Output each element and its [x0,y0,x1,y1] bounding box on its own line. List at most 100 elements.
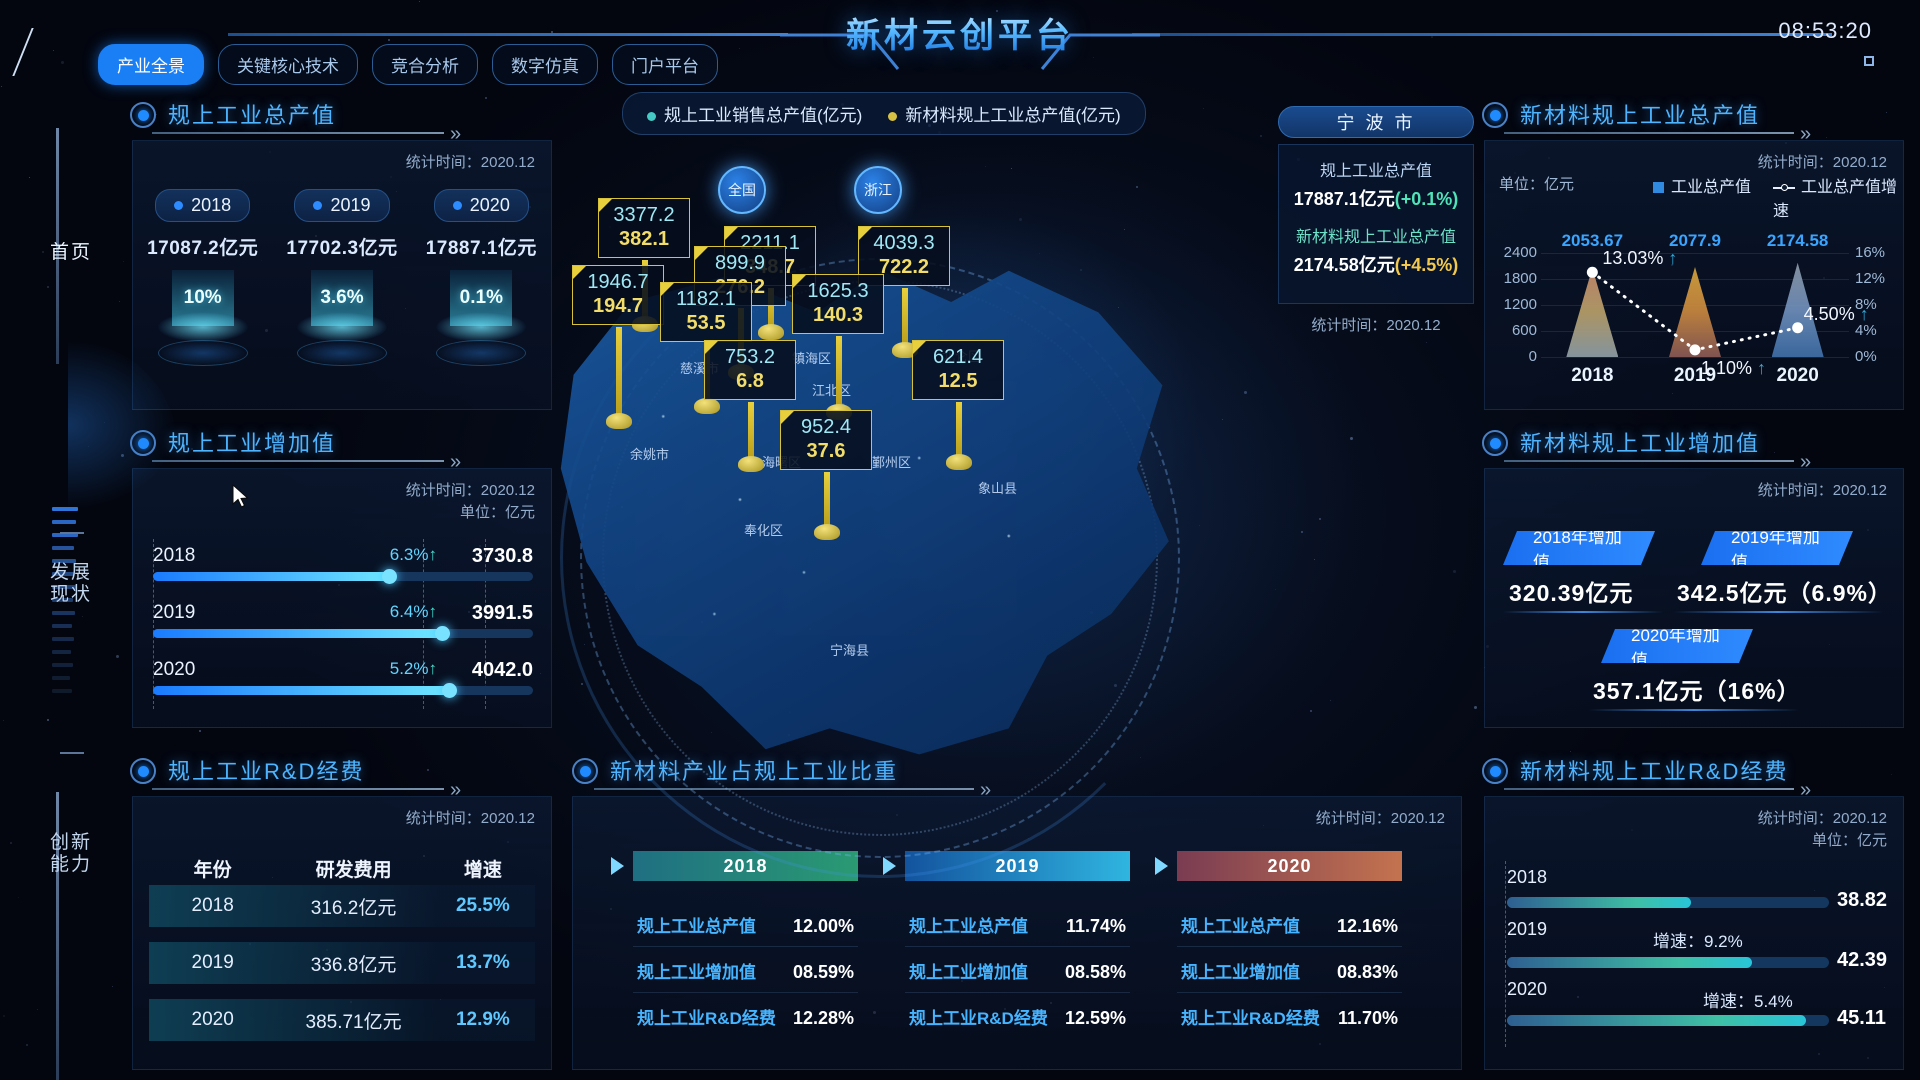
map-marker-label[interactable]: 1182.1 53.5 [660,282,752,342]
rd-bar-value-2020: 45.11 [1837,1007,1886,1030]
slider-growth: 6.4%↑ [390,602,437,622]
marker-value-sales: 952.4 [793,415,859,439]
cell-year: 2020 [149,1009,276,1031]
main-tabs[interactable]: 产业全景 关键核心技术 竞合分析 数字仿真 门户平台 [98,44,718,85]
tab-industry-overview[interactable]: 产业全景 [98,44,204,85]
col-year: 年份 [149,855,276,882]
globe-button-national[interactable]: 全国 [718,166,766,214]
marker-value-newmaterial: 53.5 [673,311,739,335]
clock: 08:53:20 [1778,18,1872,44]
value-2020-added: 357.1亿元（16%） [1593,672,1801,706]
legend-item-sales-output: 规上工业销售总产值(亿元) [647,101,862,126]
tab-digital-simulation[interactable]: 数字仿真 [492,44,598,85]
marker-value-newmaterial: 382.1 [611,227,677,251]
section-rule [1504,460,1794,462]
section-rule [152,132,444,134]
rail-item-development-status[interactable]: 发展现状 [48,562,94,606]
marker-value-sales: 753.2 [717,345,783,369]
slider-knob[interactable] [382,569,397,584]
cell-cost: 336.8亿元 [276,950,430,977]
map-marker-dome [814,524,840,540]
year-value: 17702.3亿元 [282,233,402,260]
marker-value-sales: 1946.7 [585,270,651,294]
year-pill: 2018 [155,189,250,222]
rail-item-home[interactable]: 首页 [48,242,94,264]
marker-value-newmaterial: 12.5 [925,369,991,393]
slider-fill [153,686,449,695]
value-2019-added: 342.5亿元（6.9%） [1677,574,1892,608]
section-title-nm-rd: 新材料规上工业R&D经费 [1520,754,1788,786]
chip-2019-added[interactable]: 2019年增加值 [1701,531,1853,565]
chart-growth-label: 1.10% ↑ [1701,358,1766,379]
marker-value-sales: 1625.3 [805,279,871,303]
slider-growth: 5.2%↑ [390,659,437,679]
bullet-icon [1482,102,1508,128]
map-marker-label[interactable]: 952.4 37.6 [780,410,872,470]
ningbo-nm-value: 2174.58亿元(+4.5%) [1287,251,1465,277]
map-marker-dome [738,456,764,472]
map-marker-dome [758,324,784,340]
chart-growth-label: 13.03% ↑ [1602,248,1677,269]
gross-output-year-2018[interactable]: 2018 17087.2亿元 10% [143,189,263,366]
underline-decoration [1673,611,1883,613]
chip-2020-added[interactable]: 2020年增加值 [1601,629,1753,663]
rd-bar-fill [1507,897,1691,908]
left-nav-rail[interactable]: 首页 发展现状 创新能力 [0,92,100,1080]
app-title: 新材云创平台 [846,8,1074,57]
tab-competition-analysis[interactable]: 竞合分析 [372,44,478,85]
map-city-name: 江北区 [812,380,851,399]
window-control-icon[interactable] [1864,56,1874,66]
section-rule [1504,132,1794,134]
chart-legend-output[interactable]: 工业总产值 [1653,173,1751,197]
marker-value-newmaterial: 6.8 [717,369,783,393]
tab-key-core-tech[interactable]: 关键核心技术 [218,44,358,85]
map-marker-pin [824,472,830,528]
nm-gross-chart-body: 2400 16% 1800 12% 1200 8% 600 4% 0 0% 2053.67 2018 2… [1485,201,1905,401]
section-rule [1504,788,1794,790]
marker-value-sales: 899.9 [707,251,773,275]
map-marker-label[interactable]: 1946.7 194.7 [572,265,664,325]
arrow-up-icon: ↑ [1757,358,1766,378]
section-rule [152,788,444,790]
podium-base [158,340,248,366]
rd-bar-fill [1507,1015,1806,1026]
rd-bar-value-2019: 42.39 [1837,949,1887,972]
cell-year: 2019 [149,952,276,974]
bullet-icon [130,102,156,128]
rd-bar-year-2020: 2020 [1507,979,1547,1000]
bullet-icon [1482,758,1508,784]
marker-value-sales: 621.4 [925,345,991,369]
ningbo-stat-time: 统计时间：2020.12 [1278,314,1474,335]
slider-knob[interactable] [435,626,450,641]
dashboard-stage: 新材云创平台 产业全景 关键核心技术 竞合分析 数字仿真 门户平台 08:53:… [0,0,1920,1080]
section-title-gross-output: 规上工业总产值 [168,98,336,130]
map-city-name: 象山县 [978,478,1017,497]
nm-added-stat-time: 统计时间：2020.12 [1758,479,1887,500]
legend-item-newmaterial-output: 新材料规上工业总产值(亿元) [888,101,1120,126]
slider-fill [153,572,389,581]
app-header: 新材云创平台 产业全景 关键核心技术 竞合分析 数字仿真 门户平台 08:53:… [0,0,1920,92]
rail-divider-1 [60,532,84,534]
tab-portal-platform[interactable]: 门户平台 [612,44,718,85]
rd-bar-track-2018[interactable] [1507,897,1829,908]
nm-rd-stat-time: 统计时间：2020.12 [1758,807,1887,828]
rail-item-innovation-capability[interactable]: 创新能力 [48,832,94,876]
map-marker-label[interactable]: 1625.3 140.3 [792,274,884,334]
underline-decoration [1589,709,1799,711]
rd-bar-year-2019: 2019 [1507,919,1547,940]
marker-value-sales: 3377.2 [611,203,677,227]
cell-cost: 316.2亿元 [276,893,430,920]
map-marker-pin [956,402,962,458]
rd-bar-track-2020[interactable] [1507,1015,1829,1026]
arrow-up-icon: ↑ [1860,304,1869,324]
globe-button-zhejiang[interactable]: 浙江 [854,166,902,214]
map-marker-label[interactable]: 753.2 6.8 [704,340,796,400]
chip-2018-added[interactable]: 2018年增加值 [1503,531,1655,565]
map-marker-label[interactable]: 3377.2 382.1 [598,198,690,258]
rd-bar-track-2019[interactable] [1507,957,1829,968]
panel-nm-added: 统计时间：2020.12 2018年增加值 320.39亿元 2019年增加值 … [1484,468,1904,728]
slider-knob[interactable] [442,683,457,698]
map-marker-label[interactable]: 621.4 12.5 [912,340,1004,400]
gross-output-year-2019[interactable]: 2019 17702.3亿元 3.6% [282,189,402,366]
panel-nm-rd: 统计时间：2020.12 单位：亿元 2018 38.82 2019 增速：9.… [1484,796,1904,1070]
